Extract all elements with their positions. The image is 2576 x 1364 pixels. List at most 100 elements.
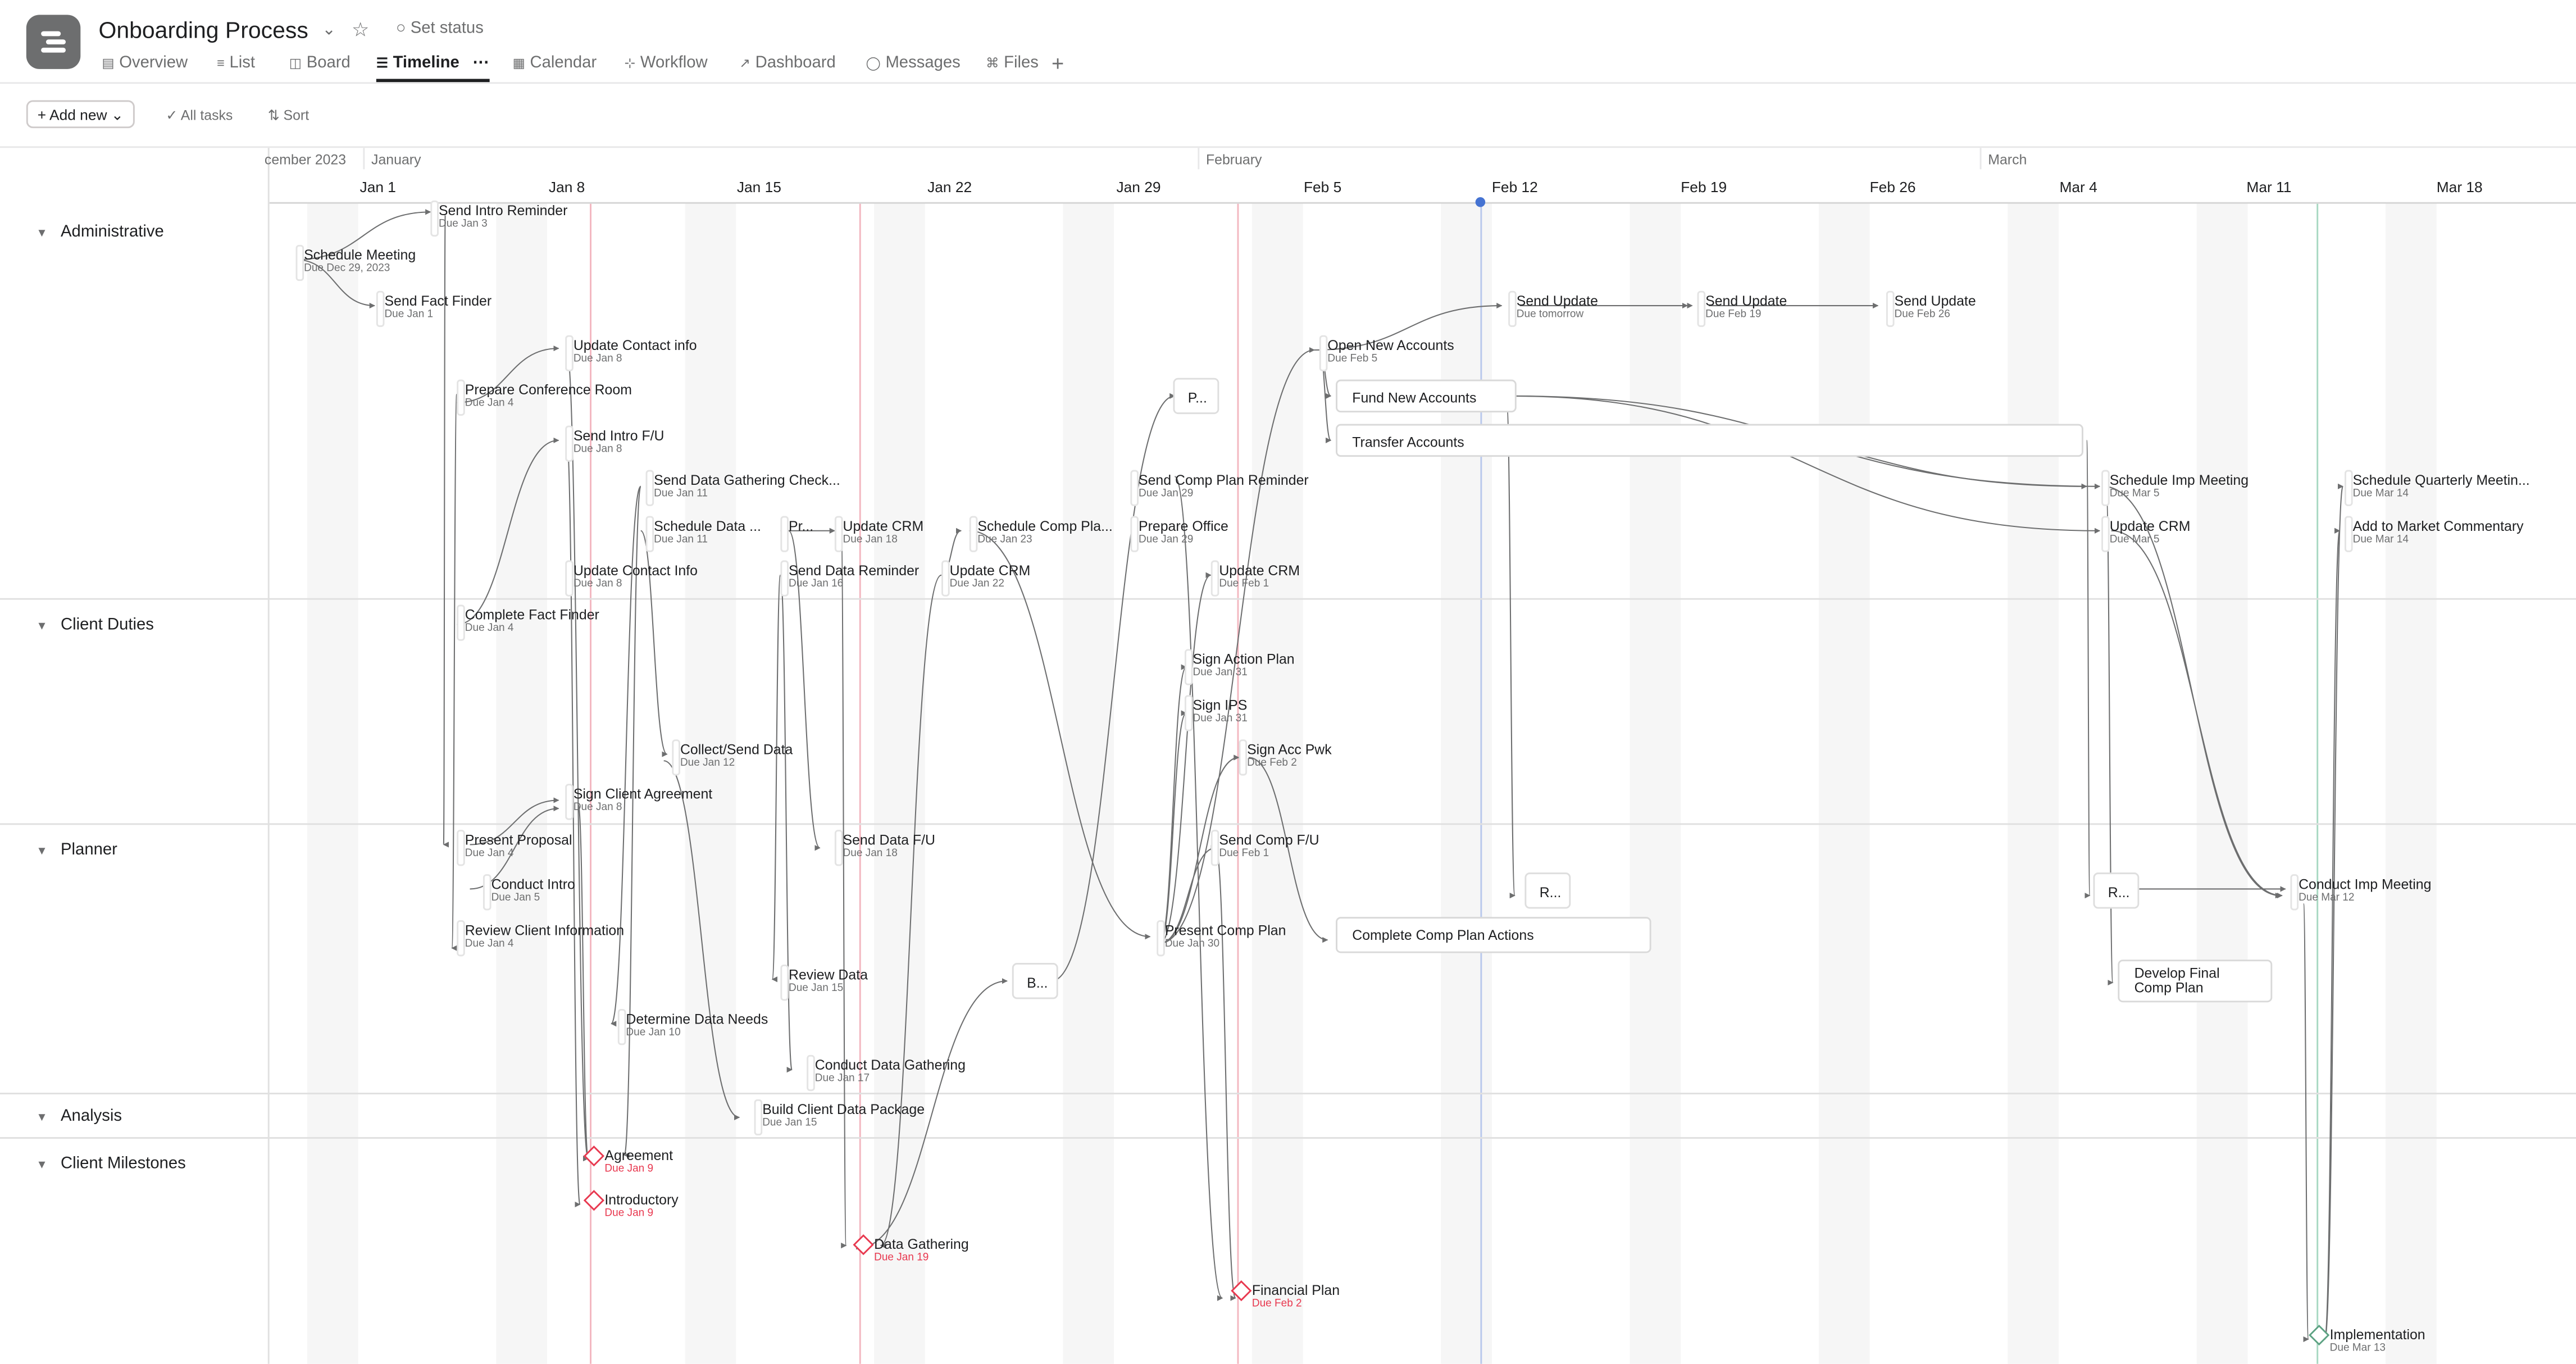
task-item[interactable]: Complete Fact Finder Due Jan 4 (457, 604, 599, 641)
milestone-item[interactable]: Agreement Due Jan 9 (583, 1145, 673, 1175)
task-bar[interactable]: Develop Final Comp Plan (2118, 960, 2273, 1003)
task-chip[interactable]: P... (1173, 378, 1219, 415)
task-item[interactable]: Sign Client Agreement Due Jan 8 (565, 784, 713, 820)
task-item[interactable]: Update CRM Due Jan 22 (941, 560, 1031, 597)
task-item[interactable]: Sign IPS Due Jan 31 (1184, 695, 1248, 731)
task-item[interactable]: Collect/Send Data Due Jan 12 (672, 739, 793, 776)
check-circle-icon: ✓ (166, 107, 181, 124)
task-item[interactable]: Pr... (780, 516, 814, 551)
dependency-arrow (663, 760, 740, 1121)
dependency-arrow (2302, 903, 2309, 1342)
caret-down-icon[interactable]: ▼ (36, 1112, 48, 1124)
task-chip[interactable]: R... (2093, 872, 2140, 909)
task-item[interactable]: Add to Market Commentary Due Mar 14 (2344, 516, 2524, 552)
task-item[interactable]: Open New Accounts Due Feb 5 (1319, 335, 1454, 372)
task-item[interactable]: Send Update Due Feb 19 (1697, 290, 1787, 328)
task-bar[interactable]: Transfer Accounts (1336, 424, 2083, 457)
sort-icon: ⇅ (267, 107, 284, 124)
task-item[interactable]: Send Data F/U Due Jan 18 (834, 830, 936, 866)
task-item[interactable]: Prepare Conference Room Due Jan 4 (457, 379, 632, 416)
tab-list[interactable]: ≡ List (217, 54, 256, 72)
task-item[interactable]: Present Proposal Due Jan 4 (457, 830, 572, 866)
task-item[interactable]: Send Intro F/U Due Jan 8 (565, 425, 665, 462)
calendar-icon: ▦ (512, 56, 525, 71)
task-item[interactable]: Send Data Gathering Check... Due Jan 11 (645, 470, 840, 506)
add-tab-plus-icon[interactable]: + (1052, 51, 1064, 76)
task-item[interactable]: Schedule Imp Meeting Due Mar 5 (2101, 470, 2249, 506)
all-tasks-filter[interactable]: ✓ All tasks (166, 107, 233, 124)
dependency-arrow (470, 797, 559, 845)
task-item[interactable]: Review Client Information Due Jan 4 (457, 920, 625, 957)
task-item[interactable]: Update CRM Due Mar 5 (2101, 516, 2191, 552)
tab-messages[interactable]: ◯ Messages (866, 54, 961, 72)
task-item[interactable]: Update Contact Info Due Jan 8 (565, 560, 698, 597)
dependency-arrow (1051, 393, 1176, 982)
caret-down-icon[interactable]: ▼ (36, 846, 48, 858)
task-item[interactable]: Send Data Reminder Due Jan 16 (780, 560, 920, 597)
tab-workflow[interactable]: ⊹ Workflow (624, 54, 708, 72)
task-item[interactable]: Update CRM Due Feb 1 (1210, 560, 1300, 597)
tab-files[interactable]: ⌘ Files (986, 54, 1039, 72)
tab-dashboard[interactable]: ↗ Dashboard (739, 54, 836, 72)
dependency-arrow (443, 215, 450, 845)
section-planner[interactable]: ▼ Planner (36, 841, 117, 860)
files-icon: ⌘ (986, 56, 999, 71)
dependency-arrow (451, 393, 458, 950)
task-item[interactable]: Schedule Comp Pla... Due Jan 23 (969, 516, 1113, 552)
task-item[interactable]: Send Update Due tomorrow (1508, 290, 1598, 328)
milestone-item[interactable]: Introductory Due Jan 9 (583, 1190, 679, 1220)
task-item[interactable]: Conduct Data Gathering Due Jan 17 (807, 1054, 966, 1092)
task-item[interactable]: Schedule Data ... Due Jan 11 (645, 516, 761, 552)
task-item[interactable]: Send Fact Finder Due Jan 1 (376, 290, 492, 328)
section-administrative[interactable]: ▼ Administrative (36, 223, 164, 242)
star-icon[interactable]: ☆ (351, 18, 370, 42)
list-icon: ≡ (217, 56, 225, 71)
add-new-button[interactable]: + Add new ⌄ (26, 100, 135, 129)
task-chip[interactable]: B... (1012, 963, 1058, 999)
project-title[interactable]: Onboarding Process (98, 16, 308, 43)
task-bar[interactable]: Fund New Accounts (1336, 379, 1517, 413)
more-icon[interactable]: ⋯ (472, 54, 489, 72)
caret-down-icon[interactable]: ▼ (36, 1160, 48, 1172)
section-client-duties[interactable]: ▼ Client Duties (36, 616, 154, 635)
sort-button[interactable]: ⇅ Sort (267, 107, 310, 124)
workflow-icon: ⊹ (624, 56, 636, 71)
task-item[interactable]: Determine Data Needs Due Jan 10 (617, 1008, 768, 1045)
task-item[interactable]: Send Comp F/U Due Feb 1 (1210, 830, 1319, 866)
set-status-button[interactable]: ○ Set status (395, 20, 484, 38)
section-client-milestones[interactable]: ▼ Client Milestones (36, 1155, 186, 1174)
task-item[interactable]: Present Comp Plan Due Jan 30 (1157, 920, 1286, 957)
task-item[interactable]: Conduct Imp Meeting Due Mar 12 (2290, 874, 2432, 911)
week-label: Feb 5 (1303, 179, 1342, 196)
section-analysis[interactable]: ▼ Analysis (36, 1107, 122, 1126)
project-icon[interactable] (26, 15, 81, 69)
task-item[interactable]: Send Comp Plan Reminder Due Jan 29 (1130, 470, 1309, 506)
task-item[interactable]: Review Data Due Jan 15 (780, 964, 868, 1001)
caret-down-icon[interactable]: ▼ (36, 228, 48, 240)
milestone-item[interactable]: Data Gathering Due Jan 19 (853, 1234, 969, 1264)
task-item[interactable]: Send Intro Reminder Due Jan 3 (430, 200, 568, 237)
task-item[interactable]: Sign Acc Pwk Due Feb 2 (1239, 739, 1332, 776)
task-item[interactable]: Sign Action Plan Due Jan 31 (1184, 649, 1295, 685)
task-item[interactable]: Send Update Due Feb 26 (1886, 290, 1976, 328)
task-chip[interactable]: R... (1524, 872, 1571, 909)
task-item[interactable]: Conduct Intro Due Jan 5 (483, 874, 575, 911)
tab-timeline[interactable]: ☰ Timeline ⋯ (376, 54, 489, 83)
tab-calendar[interactable]: ▦ Calendar (512, 54, 597, 72)
task-item[interactable]: Prepare Office Due Jan 29 (1130, 516, 1228, 552)
month-label: cember 2023 (264, 151, 347, 168)
task-item[interactable]: Update CRM Due Jan 18 (834, 516, 924, 552)
task-item[interactable]: Schedule Quarterly Meetin... Due Mar 14 (2345, 470, 2530, 506)
milestone-item[interactable]: Implementation Due Mar 13 (2309, 1324, 2425, 1354)
weekend-column (685, 203, 736, 1364)
task-item[interactable]: Build Client Data Package Due Jan 15 (754, 1099, 925, 1136)
task-item[interactable]: Schedule Meeting Due Dec 29, 2023 (295, 244, 416, 281)
tab-board[interactable]: ◫ Board (289, 54, 351, 72)
task-bar[interactable]: Complete Comp Plan Actions (1336, 917, 1651, 953)
milestone-item[interactable]: Financial Plan Due Feb 2 (1231, 1280, 1340, 1310)
chevron-down-icon[interactable]: ⌄ (322, 21, 336, 40)
task-item[interactable]: Update Contact info Due Jan 8 (565, 335, 697, 372)
milestone-line (2316, 203, 2319, 1364)
tab-overview[interactable]: ▤ Overview (102, 54, 188, 72)
caret-down-icon[interactable]: ▼ (36, 621, 48, 633)
